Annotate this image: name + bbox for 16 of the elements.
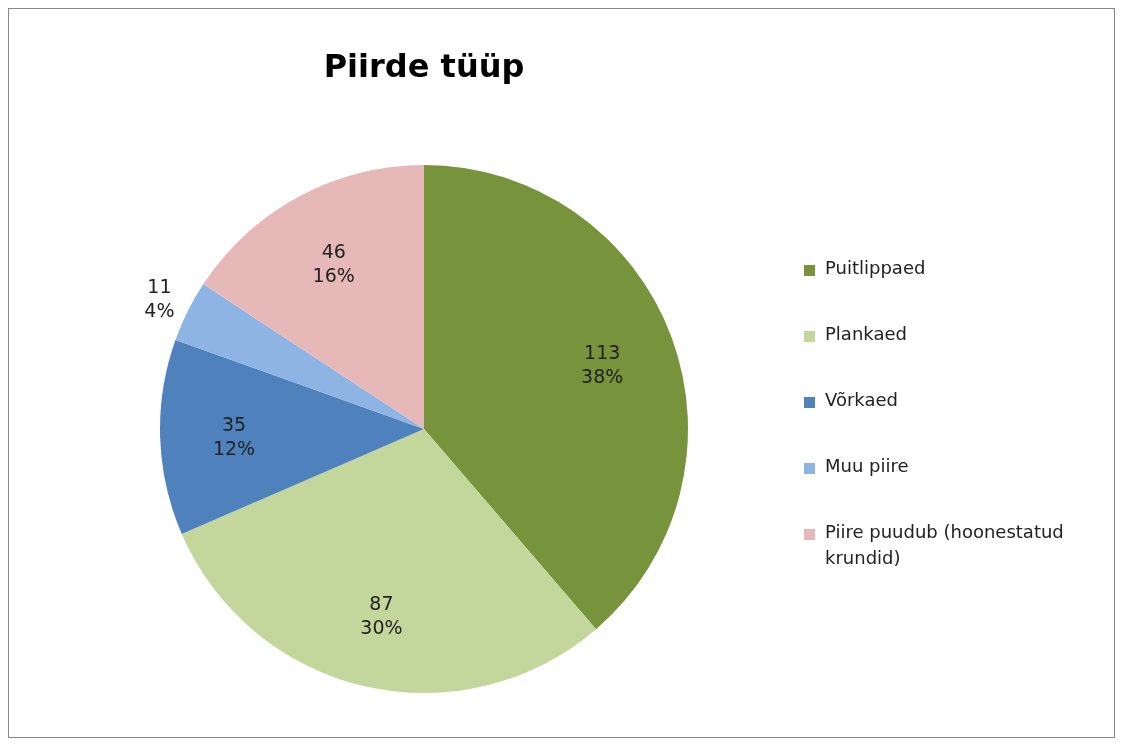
- data-label: 11 4%: [144, 275, 175, 322]
- pie-slice: [181, 429, 597, 693]
- legend-label: Võrkaed: [825, 388, 898, 412]
- pie-slice: [160, 339, 424, 534]
- legend-label: Puitlippaed: [825, 256, 926, 280]
- pie-slice: [175, 284, 424, 429]
- data-label: 87 30%: [360, 592, 403, 639]
- pie-slice: [203, 165, 424, 429]
- legend-label: Piire puudub (hoonestatud krundid): [825, 520, 1065, 570]
- data-label: 113 38%: [581, 340, 624, 387]
- chart-title: Piirde tüüp: [322, 47, 526, 85]
- data-label: 46 16%: [312, 239, 355, 286]
- legend-label: Muu piire: [825, 454, 909, 478]
- legend-label: Plankaed: [825, 322, 907, 346]
- data-label: 35 12%: [212, 413, 256, 460]
- pie-slice: [424, 165, 688, 630]
